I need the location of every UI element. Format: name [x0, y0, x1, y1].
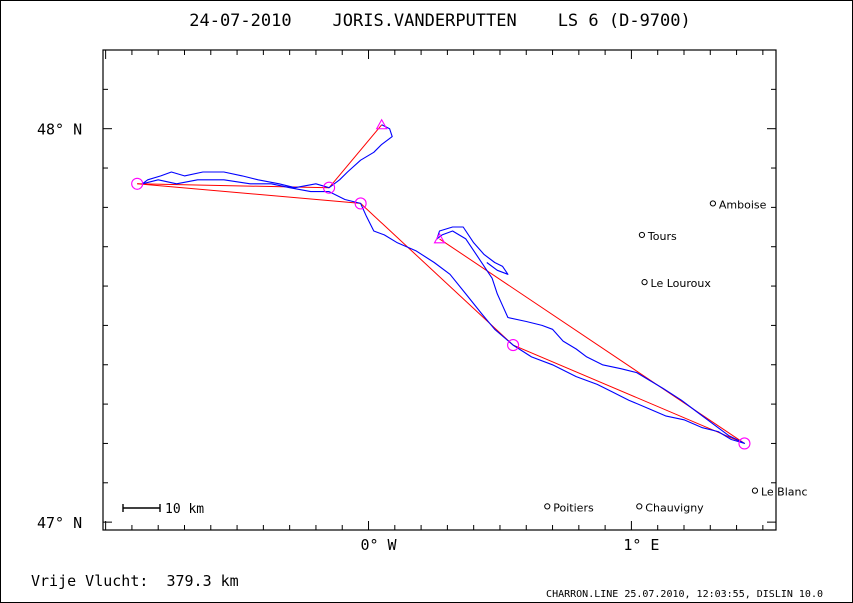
- town-marker: [638, 231, 646, 239]
- turnpoint-triangle: [375, 118, 388, 130]
- turnpoints: [131, 118, 751, 450]
- town-label: Le Louroux: [651, 277, 712, 290]
- town-marker: [709, 200, 717, 207]
- plot-frame: [102, 49, 777, 531]
- credit-line: CHARRON.LINE 25.07.2010, 12:03:55, DISLI…: [546, 589, 823, 600]
- turnpoint-circle: [354, 197, 367, 210]
- towns: Amboise Tours Le Louroux Poitiers Chauvigny L…: [544, 198, 808, 514]
- y-tick-label: 48° N: [37, 121, 82, 139]
- track-line: [141, 124, 746, 444]
- turnpoint-circle: [323, 181, 336, 194]
- town-marker: [636, 503, 643, 510]
- town-label: Le Blanc: [761, 486, 808, 499]
- town-label: Chauvigny: [645, 501, 704, 514]
- x-tick-label: 1° E: [623, 536, 659, 554]
- y-tick-label: 47° N: [37, 514, 82, 532]
- scale-bar: 10 km: [122, 502, 204, 517]
- frame-ticks: [103, 49, 776, 530]
- town-marker: [751, 487, 759, 494]
- task-line: [328, 124, 383, 189]
- turnpoint-triangle: [433, 232, 446, 244]
- x-tick-label: 0° W: [360, 536, 397, 554]
- scale-bar-label: 10 km: [165, 502, 204, 517]
- turnpoint-circle: [738, 437, 751, 450]
- turnpoint-circle: [507, 339, 520, 352]
- turnpoint-circle: [131, 177, 144, 190]
- town-marker: [641, 279, 648, 286]
- town-label: Amboise: [719, 198, 767, 211]
- town-label: Tours: [647, 230, 677, 243]
- free-flight-distance: Vrije Vlucht: 379.3 km: [31, 572, 239, 590]
- chart-title: 24-07-2010 JORIS.VANDERPUTTEN LS 6 (D-97…: [189, 11, 691, 31]
- town-marker: [544, 503, 551, 510]
- tick-labels: 0° W 1° E 48° N 47° N: [37, 121, 659, 554]
- flight-track: [141, 124, 746, 444]
- town-label: Poitiers: [553, 501, 594, 514]
